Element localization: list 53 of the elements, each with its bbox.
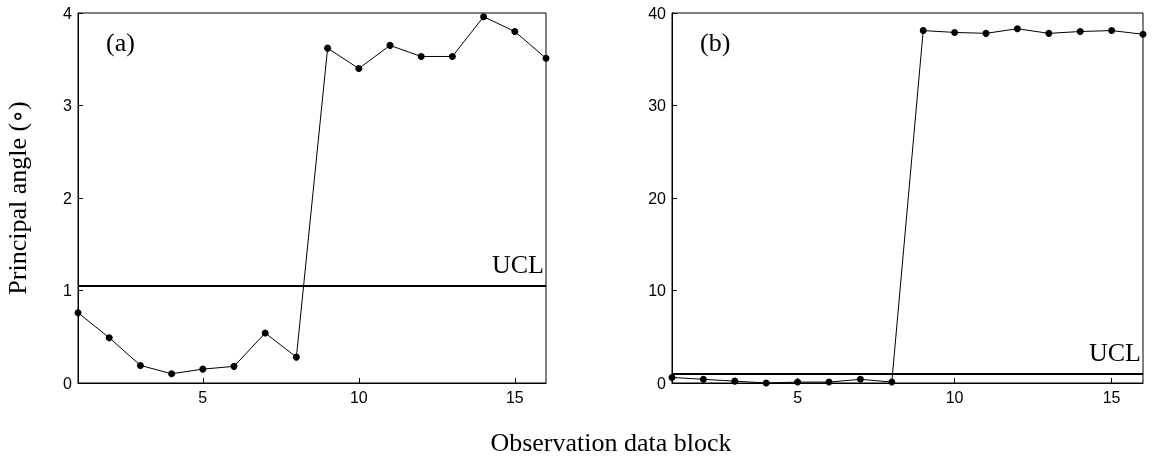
point [762, 379, 770, 387]
y-tick-label: 2 [63, 189, 73, 207]
point [982, 29, 990, 37]
point [888, 378, 896, 386]
point [355, 65, 363, 72]
point [292, 353, 300, 361]
point [1076, 28, 1084, 35]
point [1045, 29, 1053, 37]
y-tick-label: 0 [63, 374, 73, 392]
y-tick-label: 40 [648, 4, 667, 22]
x-tick-label: 10 [349, 388, 368, 406]
point [511, 28, 519, 35]
point [136, 361, 144, 369]
point [230, 362, 238, 370]
y-tick-label: 4 [63, 4, 73, 22]
point [951, 28, 959, 36]
point [542, 54, 550, 62]
y-tick-label: 0 [657, 374, 667, 392]
point [386, 41, 394, 49]
point [1013, 25, 1021, 33]
y-tick-label: 3 [63, 97, 73, 114]
y-tick-label: 1 [63, 282, 73, 299]
point [168, 370, 176, 378]
point [699, 375, 707, 383]
point [1139, 30, 1147, 38]
point [856, 375, 864, 383]
x-tick-label: 5 [793, 388, 803, 406]
y-axis-title: Principal angle (∘) [1, 101, 33, 295]
annotation: (a) [106, 27, 135, 57]
point [324, 44, 332, 52]
ref-line-label: UCL [1089, 338, 1141, 368]
point [448, 52, 456, 60]
x-tick-label: 5 [198, 388, 208, 406]
point [74, 309, 82, 317]
y-tick-label: 10 [648, 282, 667, 299]
point [919, 27, 927, 35]
point [417, 52, 425, 60]
point [1108, 27, 1116, 35]
point [105, 334, 113, 342]
x-tick-label: 15 [1102, 388, 1121, 406]
y-tick-label: 30 [648, 97, 667, 114]
annotation: (b) [700, 27, 731, 57]
point [480, 13, 488, 21]
point [731, 377, 739, 385]
point [199, 365, 207, 373]
x-tick-label: 10 [945, 388, 964, 406]
x-axis-title: Observation data block [489, 428, 733, 458]
ref-line-label: UCL [492, 250, 544, 280]
y-tick-label: 20 [648, 189, 667, 207]
x-tick-label: 15 [505, 388, 524, 406]
point [668, 373, 676, 381]
point [261, 329, 269, 337]
point [794, 378, 802, 386]
